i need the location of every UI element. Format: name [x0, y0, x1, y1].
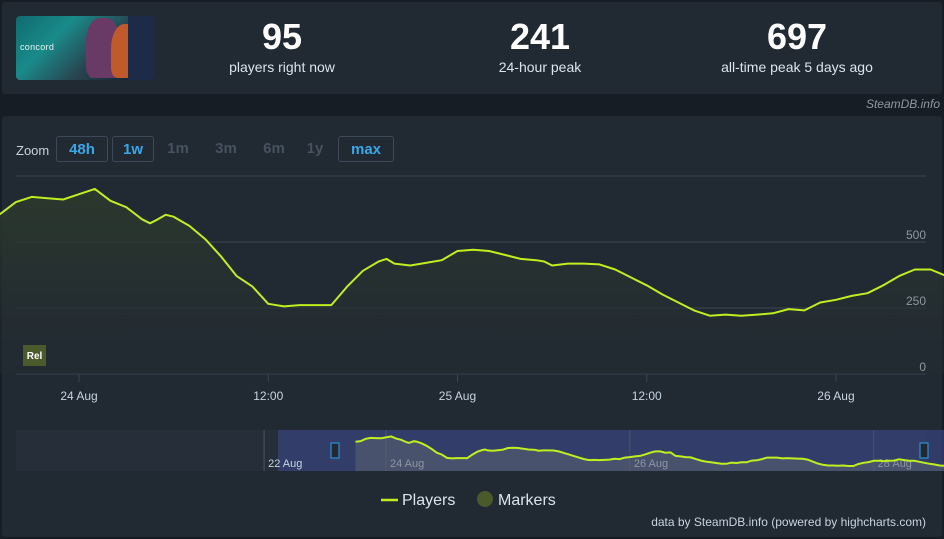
stat-label: players right now [229, 59, 335, 75]
game-logo: concord [20, 42, 55, 52]
x-tick-label: 24 Aug [60, 389, 97, 403]
x-tick-label: 12:00 [632, 389, 662, 403]
stats-bar: concord 95 players right now 241 24-hour… [2, 2, 942, 94]
x-tick-label: 26 Aug [817, 389, 854, 403]
y-axis: 0 250 500 [906, 228, 926, 374]
stat-value: 95 [261, 16, 303, 57]
x-tick-label: 12:00 [253, 389, 283, 403]
navigator-handle-right[interactable] [919, 442, 929, 459]
x-tick-label: 25 Aug [439, 389, 476, 403]
marker-label: Rel [27, 351, 43, 362]
chart-footer[interactable]: data by SteamDB.info (powered by highcha… [651, 515, 926, 529]
stat-value: 241 [509, 16, 571, 57]
zoom-1m-button[interactable]: 1m [167, 140, 189, 157]
stat-label: 24-hour peak [498, 59, 582, 75]
legend-markers[interactable]: Markers [498, 492, 556, 509]
navigator[interactable]: 22 Aug24 Aug26 Aug28 Aug [16, 430, 944, 471]
stat-label: all-time peak 5 days ago [721, 59, 873, 75]
stat-all-time-peak: 697 all-time peak 5 days ago [682, 16, 912, 76]
character-art [128, 16, 154, 80]
y-tick-label: 250 [906, 294, 926, 308]
release-marker[interactable]: Rel [23, 345, 46, 366]
game-thumbnail[interactable]: concord [16, 16, 154, 80]
stat-players-now: 95 players right now [182, 16, 382, 76]
zoom-label: Zoom [16, 143, 50, 158]
y-tick-label: 0 [919, 360, 926, 374]
stat-24h-peak: 241 24-hour peak [440, 16, 640, 76]
stat-value: 697 [766, 16, 828, 57]
legend-markers-swatch [477, 491, 493, 507]
zoom-3m-button[interactable]: 3m [215, 140, 237, 157]
navigator-tick-label: 22 Aug [268, 458, 302, 470]
zoom-1y-button[interactable]: 1y [306, 140, 324, 157]
navigator-line [355, 435, 944, 467]
players-line[interactable] [0, 187, 944, 351]
zoom-6m-button[interactable]: 6m [263, 140, 285, 157]
steamdb-credit[interactable]: SteamDB.info [865, 97, 940, 111]
players-area [0, 188, 944, 374]
legend-players[interactable]: Players [402, 492, 455, 509]
y-tick-label: 500 [906, 228, 926, 242]
zoom-max-button[interactable]: max [338, 136, 394, 162]
legend: Players Markers [381, 491, 556, 509]
navigator-handle-left[interactable] [330, 442, 340, 459]
zoom-48h-button[interactable]: 48h [56, 136, 108, 162]
zoom-1w-button[interactable]: 1w [112, 136, 154, 162]
